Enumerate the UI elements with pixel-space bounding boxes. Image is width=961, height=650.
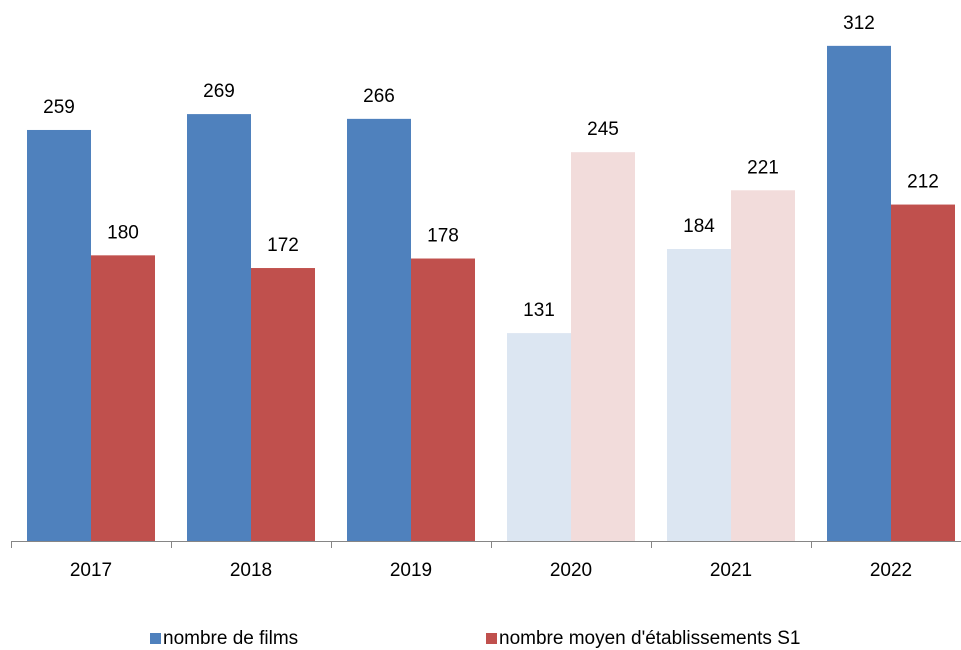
x-tick-label: 2022 bbox=[870, 560, 912, 581]
x-tick-label: 2017 bbox=[70, 560, 112, 581]
bar bbox=[731, 190, 795, 541]
x-tick-label: 2019 bbox=[390, 560, 432, 581]
bar bbox=[891, 204, 955, 541]
bar bbox=[667, 248, 731, 541]
value-label: 184 bbox=[683, 216, 715, 237]
value-label: 180 bbox=[107, 222, 139, 243]
bar bbox=[411, 258, 475, 541]
legend-swatch bbox=[486, 633, 497, 644]
bar bbox=[27, 129, 91, 542]
value-label: 221 bbox=[747, 157, 779, 178]
legend-swatch bbox=[150, 633, 161, 644]
value-label: 245 bbox=[587, 119, 619, 140]
bar bbox=[507, 333, 571, 541]
legend-label: nombre moyen d'établissements S1 bbox=[499, 628, 800, 649]
x-tick-label: 2021 bbox=[710, 560, 752, 581]
value-label: 172 bbox=[267, 235, 299, 256]
bar bbox=[187, 114, 251, 542]
value-label: 131 bbox=[523, 300, 555, 321]
value-label: 269 bbox=[203, 81, 235, 102]
value-label: 212 bbox=[907, 172, 939, 193]
bar bbox=[827, 45, 891, 542]
x-tick-label: 2020 bbox=[550, 560, 592, 581]
value-label: 266 bbox=[363, 86, 395, 107]
x-tick-label: 2018 bbox=[230, 560, 272, 581]
legend-label: nombre de films bbox=[163, 628, 298, 649]
value-label: 312 bbox=[843, 13, 875, 34]
bar bbox=[571, 152, 635, 541]
bar bbox=[251, 268, 315, 541]
bar bbox=[91, 255, 155, 541]
bar bbox=[347, 118, 411, 541]
value-label: 178 bbox=[427, 226, 459, 247]
value-label: 259 bbox=[43, 97, 75, 118]
